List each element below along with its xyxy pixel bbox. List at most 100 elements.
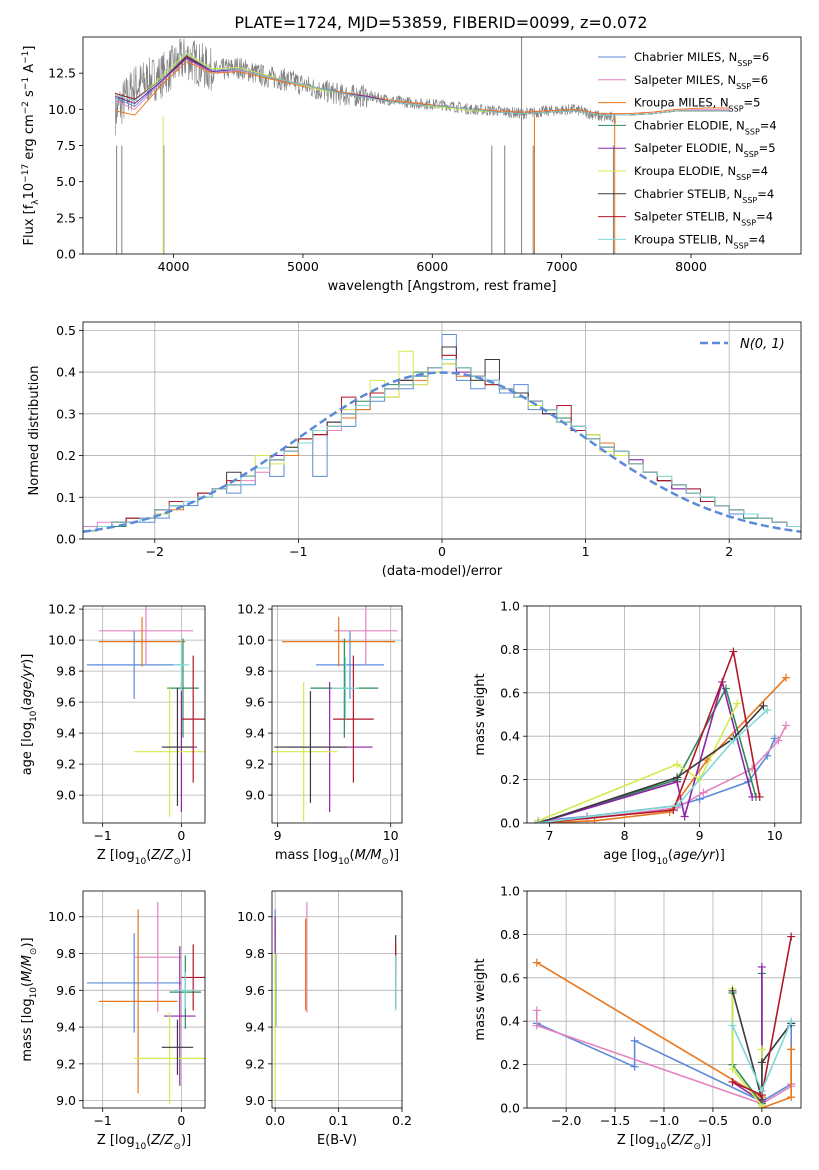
x-axis-label-part: Z/Z bbox=[150, 848, 174, 863]
x-axis-label: E(B-V) bbox=[317, 1133, 357, 1148]
weight-marker bbox=[757, 1058, 766, 1067]
weight-marker bbox=[680, 812, 689, 821]
y-tick-label: 9.0 bbox=[245, 788, 265, 803]
y-axis-label-part: )] bbox=[20, 654, 35, 664]
x-axis-label: mass [log10(M/M⊙)] bbox=[275, 848, 399, 867]
age_vs_mass-plot-area bbox=[272, 606, 398, 822]
legend-sub: SSP bbox=[741, 218, 756, 227]
mass_vs_ebv-axes: 0.0 0.1 0.2 9.0 9.2 9.4 9.6 9.8 10.0 E(B-V) bbox=[237, 890, 412, 1148]
y-tick-label: 0.2 bbox=[500, 1057, 520, 1072]
axes-frame bbox=[526, 890, 802, 1109]
x-tick-label: 8 bbox=[621, 828, 629, 843]
y-tick-label: 10.0 bbox=[237, 909, 265, 924]
spectrum-plot-area bbox=[115, 37, 730, 254]
x-tick-label: 1 bbox=[582, 544, 590, 559]
x-tick-label: 0.0 bbox=[265, 1113, 285, 1128]
y-axis-label-part: −2 bbox=[21, 101, 31, 114]
x-axis-label: Z [log10(Z/Z⊙)] bbox=[617, 1133, 711, 1152]
x-axis-label-part: ( bbox=[668, 848, 673, 863]
residual-plot-area bbox=[83, 334, 801, 533]
weight-marker bbox=[728, 1077, 737, 1086]
x-tick-label: 0 bbox=[177, 828, 185, 843]
weight-marker bbox=[763, 706, 772, 715]
mass_weight_vs_Z-plot-area bbox=[532, 932, 796, 1108]
chart-layer: 4000 5000 6000 7000 80000.02.55.07.510.012.5… bbox=[20, 36, 802, 1152]
x-axis-label-part: 10 bbox=[656, 857, 668, 867]
y-tick-label: 9.4 bbox=[56, 726, 76, 741]
legend-count: =4 bbox=[757, 187, 774, 201]
x-axis-label-part: ( bbox=[666, 1133, 671, 1148]
legend-count: =4 bbox=[751, 164, 768, 178]
x-axis-label-part: Z [log bbox=[97, 1133, 135, 1148]
legend-entry: Salpeter ELODIE, NSSP=5 bbox=[634, 141, 776, 159]
age_vs_Z-axes: −1 09.09.29.49.69.810.010.2Z [log10(Z/Z⊙)… bbox=[20, 602, 206, 867]
weight-marker bbox=[787, 1017, 796, 1026]
x-axis-label-part: 10 bbox=[135, 857, 147, 867]
weight-line bbox=[538, 648, 761, 823]
y-axis-label: Flux [fλ10−17 erg cm−2 s−1 A−1] bbox=[21, 46, 41, 246]
x-tick-label: 9 bbox=[274, 828, 282, 843]
weight-marker bbox=[733, 699, 742, 708]
y-tick-label: 9.0 bbox=[245, 1093, 265, 1108]
y-tick-label: 9.8 bbox=[56, 664, 76, 679]
axes-frame bbox=[271, 605, 403, 824]
weight-marker bbox=[787, 932, 796, 941]
legend-sub: SSP bbox=[744, 150, 759, 159]
spectrum-axes: 4000 5000 6000 7000 8000 0.0 2.5 5.0 7.5 10.0 12.5… bbox=[21, 36, 802, 294]
x-axis-label-part: )] bbox=[181, 848, 191, 863]
y-tick-label: 9.8 bbox=[245, 946, 265, 961]
y-tick-label: 0.8 bbox=[500, 642, 520, 657]
y-tick-label: 1.0 bbox=[500, 884, 520, 899]
y-tick-label: 0.0 bbox=[56, 247, 76, 262]
gaussian-curve bbox=[83, 371, 801, 533]
y-tick-label: 0.2 bbox=[56, 448, 76, 463]
axes-frame bbox=[82, 36, 802, 255]
weight-line bbox=[538, 709, 768, 823]
y-axis-label-part: ] bbox=[22, 46, 37, 51]
x-axis-label: age [log10(age/yr)] bbox=[603, 848, 725, 867]
y-axis-label-part: −1 bbox=[21, 77, 31, 90]
legend-count: =5 bbox=[759, 141, 776, 155]
x-tick-label: 5000 bbox=[287, 259, 319, 274]
axes-frame bbox=[82, 605, 206, 824]
weight-marker bbox=[728, 1064, 737, 1073]
weight-marker bbox=[787, 1045, 796, 1054]
legend-sub: SSP bbox=[736, 81, 751, 90]
age_vs_Z-plot-area bbox=[86, 606, 205, 817]
weight-marker bbox=[757, 1045, 766, 1054]
y-tick-label: 0.0 bbox=[56, 532, 76, 547]
x-tick-label: −1 bbox=[93, 1113, 111, 1128]
weight-marker bbox=[673, 801, 682, 810]
y-tick-label: 9.4 bbox=[245, 1020, 265, 1035]
x-axis-label-part: )] bbox=[389, 848, 399, 863]
axes-frame bbox=[82, 321, 802, 540]
legend-entry: Kroupa STELIB, NSSP=4 bbox=[634, 232, 765, 250]
y-tick-label: 9.4 bbox=[245, 726, 265, 741]
y-tick-label: 7.5 bbox=[56, 138, 76, 153]
y-axis-label-part: erg cm bbox=[22, 114, 37, 163]
y-tick-label: 9.2 bbox=[56, 1056, 76, 1071]
x-tick-label: 7000 bbox=[546, 259, 578, 274]
x-tick-label: 10 bbox=[767, 828, 783, 843]
y-tick-label: 0.0 bbox=[500, 816, 520, 831]
y-axis-label-part: Flux [f bbox=[22, 204, 37, 245]
legend-entry: Salpeter MILES, NSSP=6 bbox=[634, 73, 768, 91]
weight-line bbox=[538, 705, 765, 823]
x-axis-label-part: 10 bbox=[338, 857, 350, 867]
y-axis-label-part: M/M bbox=[20, 955, 35, 982]
x-axis-label-part: 10 bbox=[655, 1142, 667, 1152]
weight-marker bbox=[673, 760, 682, 769]
y-axis-label-part: Normed distribution bbox=[27, 366, 42, 496]
x-axis-label-part: ( bbox=[146, 848, 151, 863]
y-axis-label-part: mass weight bbox=[473, 673, 488, 755]
weight-marker bbox=[757, 962, 766, 971]
x-tick-label: −1.5 bbox=[600, 1113, 630, 1128]
x-axis-label-part: E(B-V) bbox=[317, 1133, 357, 1148]
legend-name: Kroupa STELIB, N bbox=[634, 232, 734, 246]
y-tick-label: 9.0 bbox=[56, 788, 76, 803]
legend-name: Chabrier MILES, N bbox=[634, 50, 737, 64]
x-axis-label-part: )] bbox=[181, 1133, 191, 1148]
x-axis-label-part: age [log bbox=[603, 848, 656, 863]
y-tick-label: 9.2 bbox=[56, 757, 76, 772]
